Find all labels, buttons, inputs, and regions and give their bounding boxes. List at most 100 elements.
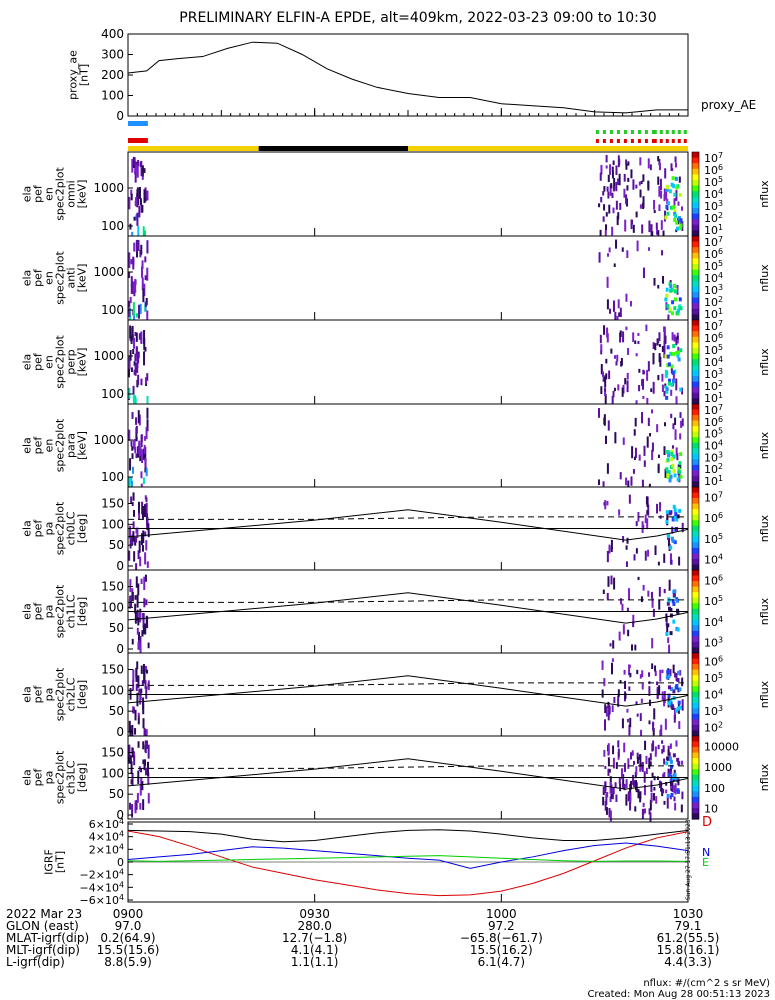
colorbar-tick-label: 105 <box>704 594 723 608</box>
pa-pixel <box>144 495 147 500</box>
energy-pixel <box>143 189 146 204</box>
pa-pixel <box>143 763 146 771</box>
pa-pixel <box>140 688 143 694</box>
pa-pixel <box>681 699 684 711</box>
energy-pixel <box>670 413 673 419</box>
pa-pixel <box>651 772 654 777</box>
pa-pixel <box>656 681 659 686</box>
xaxis-row-value: 15.8(16.1) <box>657 943 720 957</box>
energy-pixel <box>128 271 131 279</box>
energy-pixel <box>135 427 138 442</box>
pa-pixel <box>631 644 634 651</box>
colorbar-cell <box>692 514 699 521</box>
energy-pixel <box>639 157 642 166</box>
pa-pixel <box>137 715 140 725</box>
pa-hot-pixel <box>676 706 680 711</box>
colorbar-cell <box>692 636 699 643</box>
pa-pixel <box>639 791 642 800</box>
pa-pixel <box>138 540 141 553</box>
pa-pixel <box>628 494 631 504</box>
pa-pixel <box>128 598 131 609</box>
energy-hot-pixel <box>670 451 674 456</box>
pa-pixel <box>629 792 632 801</box>
created-note: Created: Mon Aug 28 00:51:13 2023 <box>587 989 770 1000</box>
pa-pixel <box>663 771 666 778</box>
energy-pixel <box>670 365 673 374</box>
pa-pixel <box>650 792 653 803</box>
energy-pixel <box>655 222 658 230</box>
igrf-series-E <box>127 855 689 862</box>
energy-pixel <box>619 202 622 210</box>
igrf-series-D <box>127 830 689 897</box>
pa-pixel <box>661 669 664 674</box>
energy-pixel <box>146 310 149 322</box>
energy-hot-pixel <box>674 214 678 219</box>
colorbar-cell <box>692 586 699 593</box>
pa-hot-pixel <box>676 610 680 615</box>
energy-pixel <box>658 343 661 348</box>
colorbar-tick-label: 105 <box>704 532 723 546</box>
pa-hot-pixel <box>668 685 672 690</box>
pa-pixel <box>672 664 675 674</box>
pa-pixel <box>654 545 657 556</box>
energy-hot-pixel <box>673 369 677 374</box>
pa-pixel <box>131 747 134 754</box>
xaxis-row-value: 4.1(4.1) <box>291 943 339 957</box>
energy-pixel <box>658 353 661 363</box>
energy-pixel <box>674 429 677 440</box>
pa-pixel <box>671 526 674 534</box>
energy-panel-ylabel: elapefenspec2plotpara[keV] <box>21 418 89 472</box>
pa-pixel <box>651 663 654 669</box>
energy-pixel <box>680 420 683 428</box>
colorbar-cell <box>692 802 699 809</box>
pa-pixel <box>648 720 651 725</box>
pa-pixel <box>136 692 139 707</box>
energy-pixel <box>630 476 633 486</box>
igrf-ytick-label: −6×104 <box>80 893 124 907</box>
pa-pixel <box>601 689 604 698</box>
sunlit-segment-shadow <box>258 146 408 151</box>
colorbar-cell <box>692 303 699 310</box>
pa-pixel <box>622 536 625 543</box>
colorbar-cell <box>692 575 699 582</box>
pa-pixel <box>661 691 664 701</box>
energy-pixel <box>143 351 146 366</box>
colorbar-cell <box>692 608 699 615</box>
energy-pixel <box>146 267 149 281</box>
colorbar-cell <box>692 213 699 220</box>
ae-ytick-label: 300 <box>101 48 124 62</box>
energy-pixel <box>615 200 618 210</box>
energy-pixel <box>676 453 679 461</box>
pa-pixel <box>662 788 665 794</box>
energy-hot-pixel <box>679 218 683 223</box>
energy-pixel <box>606 463 609 474</box>
energy-pixel <box>603 186 606 192</box>
green-mark <box>665 130 669 134</box>
energy-pixel <box>598 203 601 208</box>
pa-pixel <box>674 783 677 795</box>
energy-pixel <box>635 184 638 189</box>
energy-pixel <box>613 177 616 190</box>
energy-pixel <box>617 384 620 391</box>
energy-pixel <box>676 335 679 340</box>
energy-pixel <box>610 348 613 354</box>
energy-pixel <box>136 363 139 373</box>
colorbar-cell <box>692 525 699 532</box>
energy-hot-pixel <box>678 461 682 466</box>
energy-pixel <box>630 169 633 179</box>
energy-pixel <box>132 281 135 291</box>
pa-pixel <box>627 791 630 802</box>
energy-pixel <box>133 361 136 366</box>
pa-pixel <box>140 777 143 789</box>
energy-pixel <box>627 161 630 166</box>
energy-pixel <box>664 468 667 478</box>
energy-hot-pixel <box>669 351 673 356</box>
energy-pixel <box>625 194 628 205</box>
colorbar-tick-label: 10 <box>704 803 718 816</box>
colorbar-cell <box>692 503 699 510</box>
colorbar-tick-label: 103 <box>704 283 723 297</box>
pa-pixel <box>681 522 684 533</box>
green-mark <box>609 130 613 134</box>
energy-pixel <box>625 326 628 331</box>
pa-pixel <box>622 774 625 786</box>
